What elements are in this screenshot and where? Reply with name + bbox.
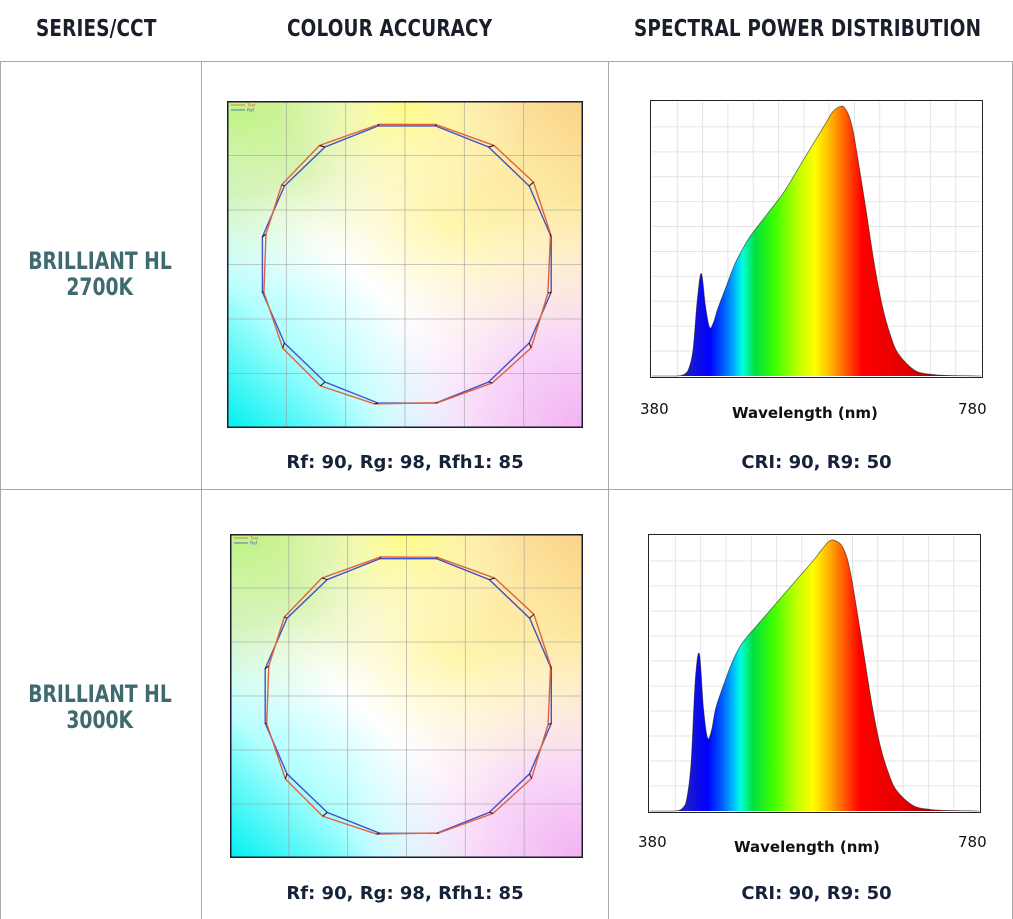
- cvg-shift-arrow: [284, 616, 288, 619]
- cvg-shift-arrow: [322, 812, 328, 817]
- cvg-shift-arrow: [547, 722, 552, 725]
- cvg-legend-label: Ref: [247, 108, 255, 113]
- spd-x-min-row-2: 380: [638, 833, 667, 851]
- series-label-row-2: BRILLIANT HL 3000K: [0, 681, 200, 733]
- spd-line-series: [650, 539, 980, 812]
- header-series-cct: SERIES/CCT: [36, 16, 157, 42]
- series-cct: 2700K: [66, 273, 134, 301]
- cvg-reference-polygon: [261, 125, 552, 404]
- spd-metrics-caption-row-1: CRI: 90, R9: 50: [741, 452, 892, 473]
- cvg-legend-label: Test: [247, 103, 256, 108]
- cvg-shift-arrow: [320, 381, 326, 387]
- cvg-frame: [227, 101, 583, 428]
- spd-x-max-row-2: 780: [958, 833, 987, 851]
- cvg-legend-label: Test: [250, 536, 259, 541]
- series-name: BRILLIANT HL: [28, 680, 172, 708]
- cvg-reference-polygon: [264, 558, 552, 834]
- cvg-shift-arrow: [282, 342, 285, 349]
- header-spectral-power-distribution: SPECTRAL POWER DISTRIBUTION: [634, 16, 982, 42]
- cvg-shift-arrow: [488, 381, 493, 384]
- spd-x-axis-title-row-2: Wavelength (nm): [734, 838, 880, 856]
- table-left-border: [0, 61, 1, 919]
- cvg-test-polygon: [265, 556, 552, 835]
- spd-area-series: [652, 106, 981, 377]
- cvg-legend-label: Ref: [250, 541, 258, 546]
- spd-chart-row-2: [648, 534, 981, 813]
- series-cct: 3000K: [66, 706, 134, 734]
- colour-metrics-caption-row-1: Rf: 90, Rg: 98, Rfh1: 85: [286, 452, 524, 473]
- table-top-border: [0, 61, 1013, 62]
- cvg-shift-arrow: [529, 613, 535, 619]
- cvg-shift-arrow: [528, 181, 534, 187]
- cvg-test-polygon: [263, 123, 552, 405]
- cvg-shift-arrow: [377, 123, 380, 127]
- cvg-frame: [230, 534, 583, 858]
- spd-metrics-caption-row-2: CRI: 90, R9: 50: [741, 883, 892, 904]
- colour-metrics-caption-row-2: Rf: 90, Rg: 98, Rfh1: 85: [286, 883, 524, 904]
- cvg-shift-arrow: [529, 773, 532, 779]
- table-row-divider: [0, 489, 1013, 490]
- cvg-shift-arrow: [284, 773, 288, 780]
- cvg-shift-arrow: [374, 402, 379, 405]
- cvg-shift-arrow: [281, 184, 285, 187]
- table-col-divider-1: [201, 61, 202, 919]
- cvg-shift-arrow: [376, 832, 380, 835]
- spd-chart-row-1: [650, 100, 983, 378]
- series-name: BRILLIANT HL: [28, 247, 172, 275]
- cvg-shift-arrow: [489, 811, 494, 814]
- header-colour-accuracy: COLOUR ACCURACY: [287, 16, 493, 42]
- cvg-shift-arrow: [379, 556, 382, 559]
- cvg-shift-arrow: [264, 665, 270, 670]
- table-col-divider-2: [608, 61, 609, 919]
- cvg-shift-arrow: [319, 144, 326, 148]
- spd-area-series: [650, 539, 979, 811]
- cvg-shift-arrow: [550, 665, 552, 669]
- colour-vector-graphic-row-2: Test Ref: [230, 534, 583, 858]
- spd-x-axis-title-row-1: Wavelength (nm): [732, 404, 878, 422]
- cvg-shift-arrow: [262, 233, 267, 238]
- spd-line-series: [652, 105, 982, 377]
- cvg-shift-arrow: [489, 577, 495, 581]
- spd-x-min-row-1: 380: [640, 400, 669, 418]
- cvg-shift-arrow: [547, 291, 552, 294]
- cvg-shift-arrow: [488, 145, 495, 148]
- cvg-shift-arrow: [321, 577, 328, 581]
- spd-x-max-row-1: 780: [958, 400, 987, 418]
- cvg-shift-arrow: [528, 342, 532, 348]
- colour-vector-graphic-row-1: Test Ref: [227, 101, 583, 428]
- cvg-shift-arrow: [549, 233, 552, 238]
- series-label-row-1: BRILLIANT HL 2700K: [0, 248, 200, 300]
